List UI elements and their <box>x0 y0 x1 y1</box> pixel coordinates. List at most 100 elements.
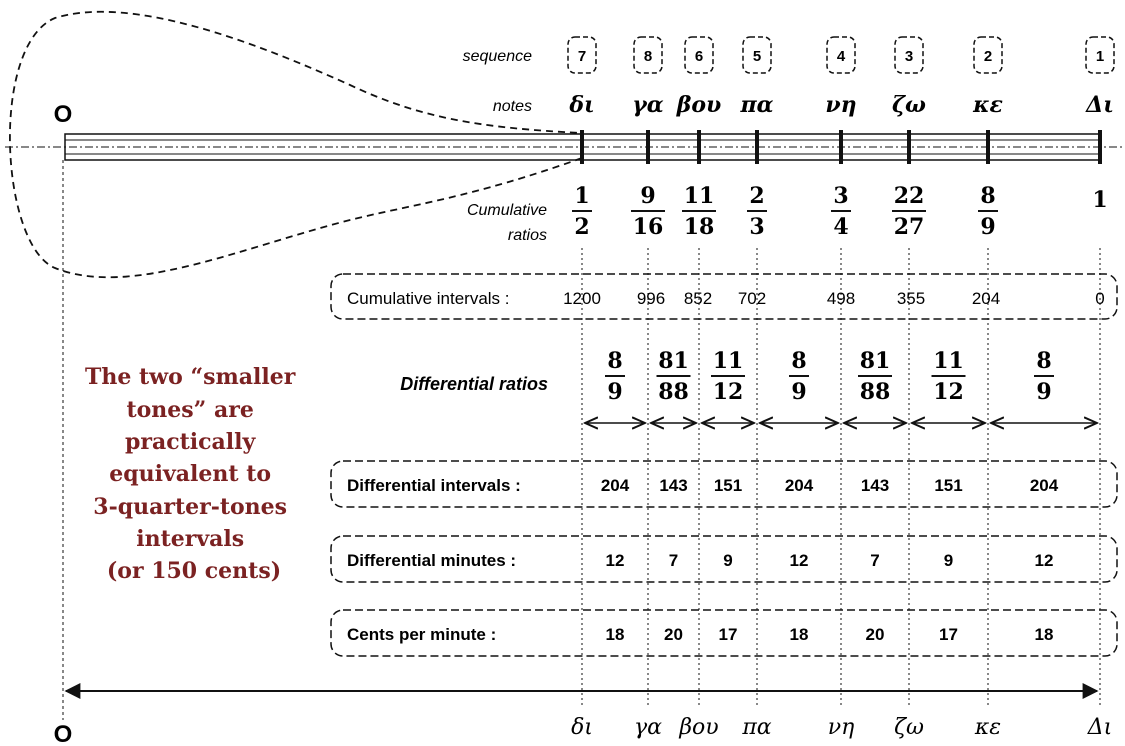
note-name-bottom: Δι <box>1087 715 1113 740</box>
differential-ratio-denominator: 9 <box>791 379 806 405</box>
note-line: equivalent to <box>109 461 271 487</box>
sequence-number: 4 <box>837 48 846 65</box>
sequence-number: 8 <box>644 48 652 65</box>
sequence-number: 2 <box>984 48 992 65</box>
note-name-bottom: βου <box>678 715 718 740</box>
cumulative-ratio-denominator: 9 <box>980 214 995 240</box>
note-name-top: Δι <box>1085 92 1114 118</box>
differential-minutes-value: 12 <box>1035 551 1054 570</box>
note-name-top: βου <box>676 92 722 118</box>
cents-per-minute-value: 18 <box>606 625 625 644</box>
note-name-top: πα <box>739 92 773 118</box>
note-name-top: κε <box>972 92 1003 118</box>
differential-ratio-numerator: 81 <box>658 348 689 374</box>
differential-ratio-denominator: 12 <box>933 379 964 405</box>
note-name-bottom: γα <box>634 715 662 740</box>
cumulative-ratio-numerator: 3 <box>833 183 848 209</box>
cumulative-ratio-numerator: 1 <box>1092 187 1107 213</box>
differential-intervals-box <box>330 460 1118 508</box>
differential-minutes-value: 7 <box>669 551 678 570</box>
cumulative-interval-value: 0 <box>1095 289 1104 308</box>
cumulative-ratio-numerator: 1 <box>574 183 589 209</box>
differential-minutes-value: 9 <box>723 551 732 570</box>
note-line: 3-quarter-tones <box>93 494 287 520</box>
sequence-box <box>973 36 1003 74</box>
cumulative-interval-value: 355 <box>897 289 925 308</box>
differential-ratio-denominator: 88 <box>658 379 689 405</box>
differential-interval-value: 143 <box>861 476 889 495</box>
cents-per-minute-value: 18 <box>790 625 809 644</box>
sequence-number: 5 <box>753 48 761 65</box>
cumulative-interval-value: 498 <box>827 289 855 308</box>
differential-ratio-numerator: 11 <box>713 348 744 374</box>
cumulative-ratios-label-2: ratios <box>508 227 547 244</box>
differential-intervals-label: Differential intervals : <box>347 476 521 495</box>
smaller-tones-note: The two “smaller tones” are practically … <box>85 364 303 584</box>
differential-ratio-numerator: 8 <box>1036 348 1051 374</box>
cumulative-ratio-numerator: 8 <box>980 183 995 209</box>
differential-ratio-numerator: 81 <box>860 348 891 374</box>
differential-ratio-denominator: 88 <box>860 379 891 405</box>
note-name-top: γα <box>632 92 664 118</box>
instrument-body-outline <box>9 10 583 279</box>
note-name-bottom: ζω <box>894 715 924 740</box>
sequence-box <box>894 36 924 74</box>
differential-minutes-value: 12 <box>790 551 809 570</box>
cumulative-interval-value: 1200 <box>563 289 601 308</box>
note-columns: 7διδι1212008γαγα9169966βουβου11188525παπ… <box>563 36 1115 740</box>
sequence-box <box>742 36 772 74</box>
cumulative-ratio-denominator: 18 <box>684 214 715 240</box>
differential-minutes-value: 7 <box>870 551 879 570</box>
cumulative-interval-value: 852 <box>684 289 712 308</box>
note-name-top: δι <box>568 92 594 118</box>
sequence-box <box>684 36 714 74</box>
differential-interval-value: 204 <box>1030 476 1059 495</box>
sequence-label: sequence <box>463 48 532 65</box>
cumulative-ratio-numerator: 2 <box>749 183 764 209</box>
cumulative-ratio-denominator: 3 <box>749 214 764 240</box>
cumulative-ratios-label-1: Cumulative <box>467 202 547 219</box>
cumulative-ratio-numerator: 11 <box>684 183 715 209</box>
cumulative-ratio-denominator: 16 <box>633 214 664 240</box>
cumulative-interval-value: 702 <box>738 289 766 308</box>
note-name-bottom: δι <box>571 715 593 740</box>
differential-interval-value: 204 <box>785 476 814 495</box>
cumulative-ratio-numerator: 9 <box>640 183 655 209</box>
cents-per-minute-box <box>330 609 1118 657</box>
cents-per-minute-value: 17 <box>939 625 958 644</box>
neck <box>5 133 1122 161</box>
sequence-number: 6 <box>695 48 703 65</box>
cumulative-ratio-denominator: 27 <box>894 214 925 240</box>
cumulative-interval-value: 204 <box>972 289 1000 308</box>
note-name-bottom: πα <box>741 715 771 740</box>
differential-ratio-numerator: 8 <box>791 348 806 374</box>
note-name-top: νη <box>825 92 856 118</box>
sequence-box <box>567 36 597 74</box>
differential-interval-value: 204 <box>601 476 630 495</box>
differential-ratio-numerator: 8 <box>607 348 622 374</box>
differential-interval-value: 151 <box>714 476 742 495</box>
note-name-bottom: κε <box>974 715 1001 740</box>
note-line: (or 150 cents) <box>107 558 281 584</box>
cents-per-minute-value: 20 <box>664 625 683 644</box>
differential-ratio-denominator: 9 <box>607 379 622 405</box>
differential-ratio-numerator: 11 <box>933 348 964 374</box>
note-line: tones” are <box>126 397 253 423</box>
sequence-box <box>1085 36 1115 74</box>
cumulative-intervals-label: Cumulative intervals : <box>347 289 510 308</box>
cents-per-minute-value: 18 <box>1035 625 1054 644</box>
differential-minutes-value: 12 <box>606 551 625 570</box>
cents-per-minute-value: 20 <box>866 625 885 644</box>
differential-ratio-denominator: 12 <box>713 379 744 405</box>
cents-per-minute-label: Cents per minute : <box>347 625 496 644</box>
sequence-number: 7 <box>578 48 586 65</box>
differential-interval-value: 151 <box>934 476 962 495</box>
sequence-number: 3 <box>905 48 913 65</box>
differential-minutes-value: 9 <box>944 551 953 570</box>
cumulative-intervals-box <box>330 273 1118 320</box>
note-name-top: ζω <box>892 92 926 118</box>
cumulative-interval-value: 996 <box>637 289 665 308</box>
differential-minutes-label: Differential minutes : <box>347 551 516 570</box>
differential-ratios-label: Differential ratios <box>400 374 548 394</box>
